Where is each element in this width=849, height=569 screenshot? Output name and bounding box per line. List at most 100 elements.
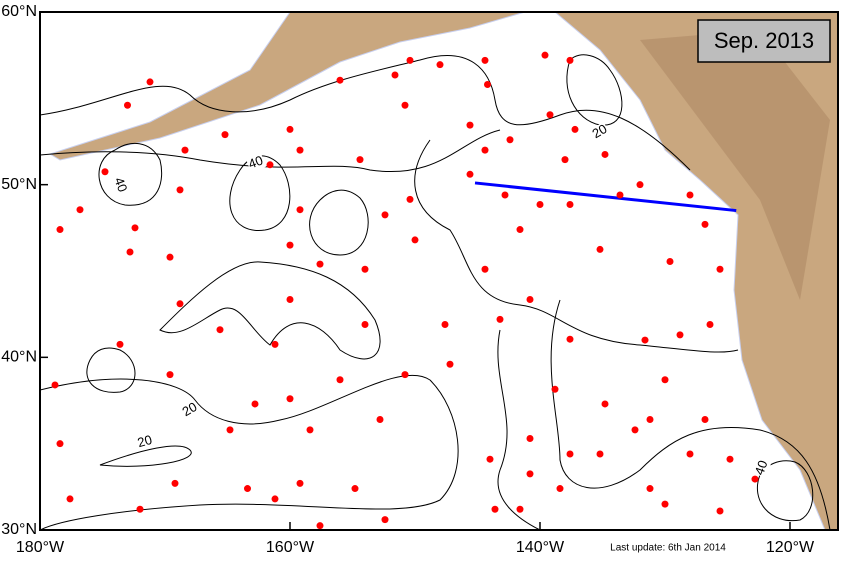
float (166, 371, 174, 379)
float (124, 101, 131, 109)
float (446, 360, 454, 368)
y-tick-label: 40°N (1, 349, 37, 366)
float (501, 191, 509, 199)
float (466, 121, 474, 129)
float (601, 150, 609, 158)
contour-label: 20 (589, 121, 609, 141)
float (126, 248, 134, 256)
section-line (474, 181, 737, 213)
float (686, 450, 694, 458)
float (116, 340, 124, 348)
float (701, 220, 709, 228)
contour-label: 20 (136, 432, 154, 450)
float (351, 485, 359, 493)
float (176, 186, 184, 194)
float (566, 56, 574, 64)
float (481, 146, 489, 154)
float (556, 485, 564, 493)
float (56, 226, 64, 234)
float (296, 206, 304, 214)
contour-label-bg (752, 458, 772, 478)
float (51, 381, 59, 389)
float (491, 505, 499, 513)
float (251, 400, 259, 408)
float (131, 224, 139, 232)
float (706, 321, 714, 329)
float (391, 71, 399, 79)
contour-label: 40 (751, 458, 770, 477)
float (226, 426, 234, 434)
float (376, 415, 384, 423)
float (551, 385, 559, 393)
float (646, 415, 654, 423)
float (286, 395, 294, 403)
float (66, 495, 74, 503)
y-tick-label: 60°N (1, 3, 37, 20)
float (171, 479, 179, 487)
float (571, 125, 579, 133)
float (641, 336, 649, 344)
x-tick-label: 120°W (766, 539, 815, 556)
y-tick-label: 50°N (1, 176, 37, 193)
frame (39, 11, 839, 531)
float (306, 426, 314, 434)
float (566, 201, 574, 209)
float (271, 495, 279, 503)
float (661, 376, 669, 384)
x-tick-label: 140°W (516, 539, 565, 556)
float (411, 236, 419, 244)
mountains (640, 30, 830, 300)
float (181, 146, 189, 154)
float (381, 516, 389, 524)
float (101, 168, 109, 176)
float (361, 265, 369, 273)
float (666, 258, 674, 266)
float (481, 56, 489, 64)
float (481, 265, 489, 273)
float (401, 101, 409, 109)
float (381, 211, 389, 219)
float (316, 522, 324, 530)
float (726, 455, 734, 463)
float (616, 191, 624, 199)
contour-label-bg (246, 153, 266, 173)
float (566, 335, 574, 343)
float (661, 500, 669, 508)
float (76, 206, 84, 214)
float (526, 295, 534, 303)
land-and-contours (40, 12, 838, 530)
float (566, 450, 574, 458)
title-box (697, 19, 831, 63)
float (496, 315, 504, 323)
float (286, 125, 294, 133)
y-tick-label: 30°N (1, 521, 37, 538)
float (484, 81, 491, 89)
float (636, 181, 644, 189)
float (406, 56, 414, 64)
float (136, 505, 144, 513)
float (286, 295, 294, 303)
float (676, 331, 684, 339)
float (716, 265, 724, 273)
float (546, 111, 554, 119)
float (166, 253, 174, 261)
float (751, 475, 759, 483)
float (316, 260, 324, 268)
float (541, 51, 549, 59)
float (56, 440, 64, 448)
float (486, 455, 494, 463)
float (356, 156, 364, 164)
float (686, 191, 694, 199)
float (561, 156, 569, 164)
float (526, 434, 534, 442)
x-tick-label: 160°W (266, 539, 315, 556)
float (406, 195, 414, 203)
footnote: Last update: 6th Jan 2014 (610, 543, 726, 554)
float (361, 321, 369, 329)
x-tick-label: 180°W (16, 539, 65, 556)
contour-label-bg (110, 175, 130, 195)
contour-label: 20 (179, 399, 199, 419)
float (646, 485, 654, 493)
float (516, 226, 524, 234)
float (296, 146, 304, 154)
